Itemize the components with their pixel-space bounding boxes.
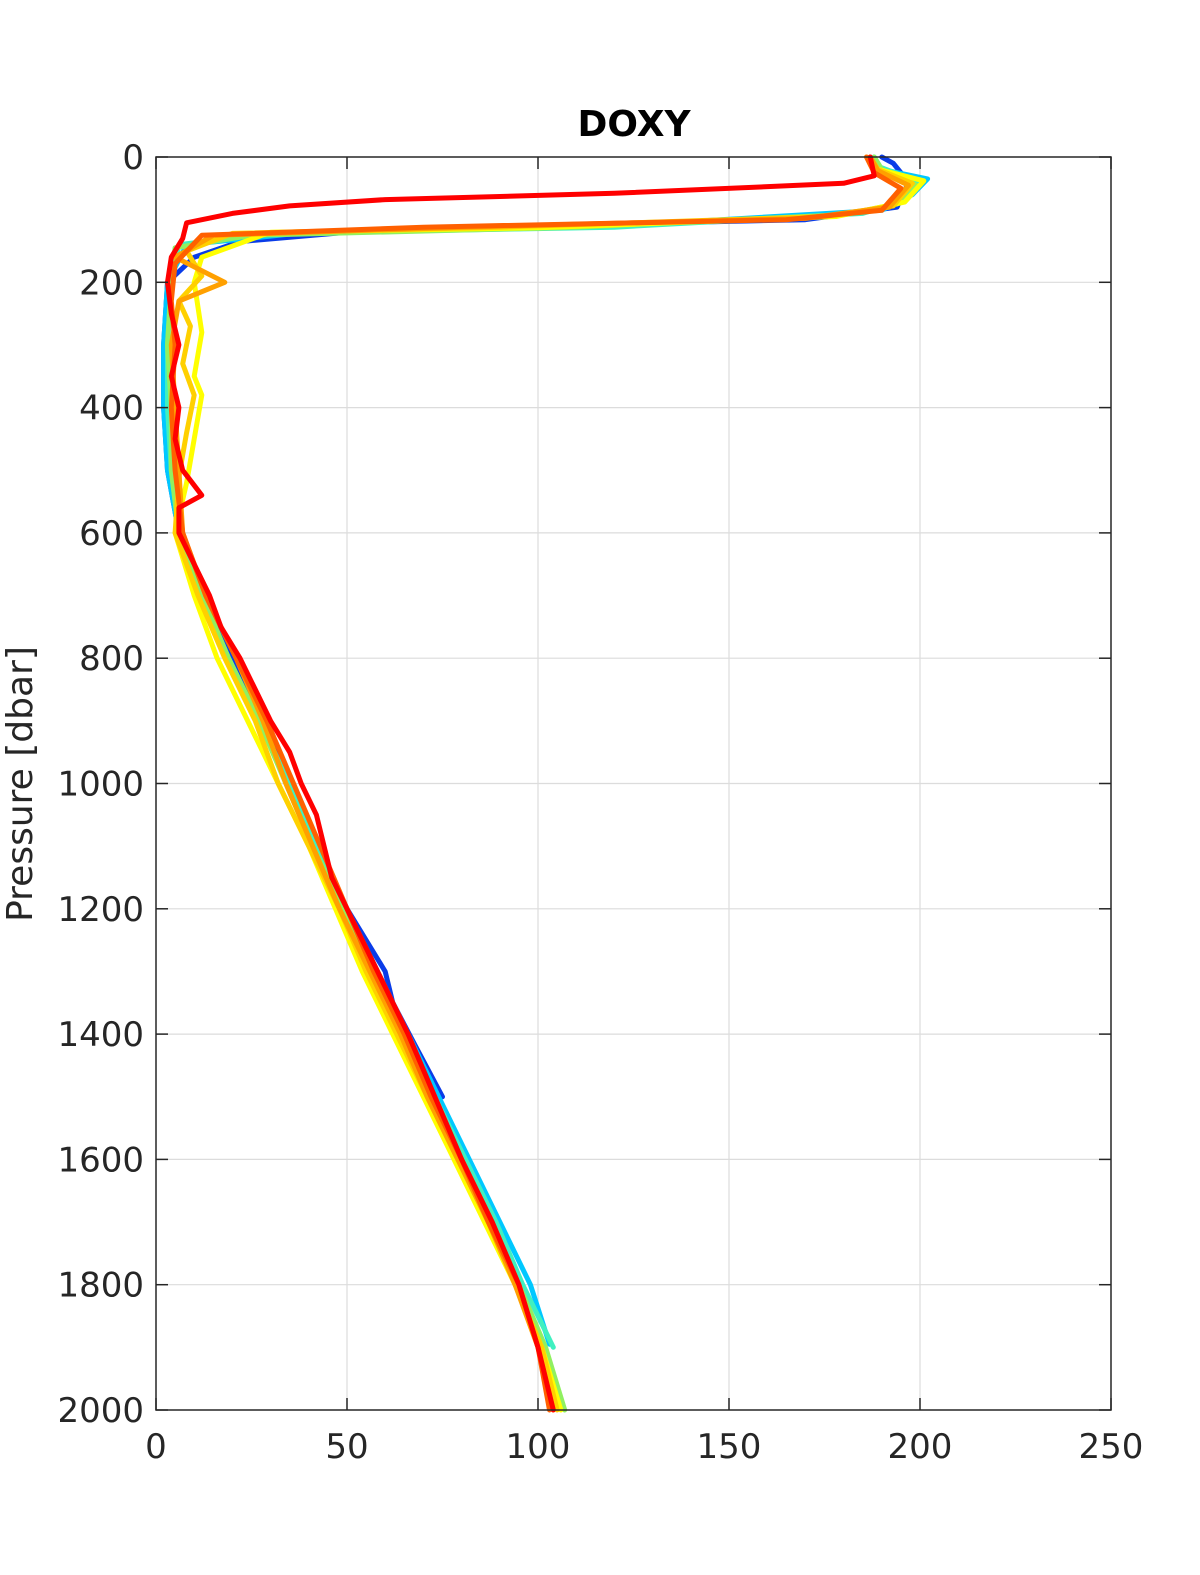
y-tick-label: 400 [79,389,144,429]
y-tick-label: 0 [122,138,144,178]
y-tick-label: 2000 [57,1391,144,1431]
grid [156,157,1111,1410]
x-tick-label: 200 [888,1427,953,1467]
chart-title: DOXY [577,104,691,145]
tick-labels: 0 50 100 150 200 250 0 200 400 600 800 1000 1200 1400… [57,138,1143,1467]
x-tick-label: 100 [506,1427,571,1467]
y-tick-label: 1600 [57,1140,144,1180]
x-tick-label: 50 [325,1427,368,1467]
series-group [161,154,931,1413]
x-tick-label: 150 [697,1427,762,1467]
series-line-9 [165,154,877,1413]
y-tick-label: 200 [79,263,144,303]
y-tick-label: 800 [79,639,144,679]
y-tick-label: 1200 [57,890,144,930]
x-tick-label: 250 [1079,1427,1144,1467]
y-tick-label: 1400 [57,1015,144,1055]
y-tick-label: 1000 [57,765,144,805]
y-tick-label: 1800 [57,1266,144,1306]
x-tick-label: 0 [145,1427,167,1467]
series-line-1 [161,154,911,1100]
y-tick-label: 600 [79,514,144,554]
ticks [155,156,1112,1411]
y-axis-label: Pressure [dbar] [0,646,41,922]
